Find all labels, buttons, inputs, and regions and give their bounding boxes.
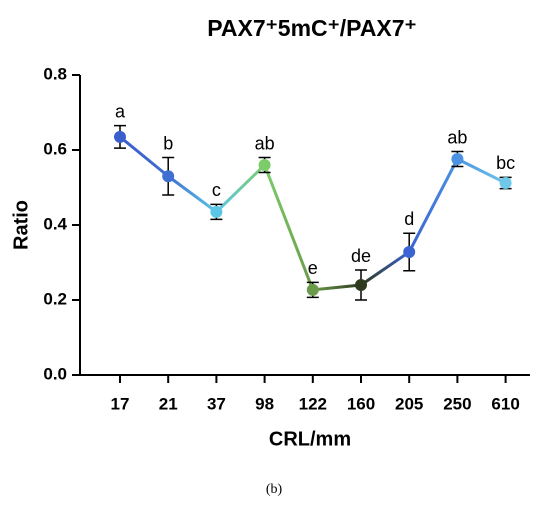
line-segment [360,250,411,287]
x-tick-label: 250 [443,394,471,413]
point [499,177,512,189]
x-tick-label: 205 [395,394,423,413]
line-segment [312,283,362,292]
line-segment [407,158,459,253]
value-label: bc [496,153,515,173]
line-segment [167,175,218,214]
y-tick-label: 0.6 [43,139,67,158]
point [451,153,464,165]
value-label: b [163,133,173,153]
chart-title: PAX7⁺5mC⁺/PAX7⁺ [207,15,416,41]
x-tick-label: 17 [111,394,130,413]
caption: (b) [266,482,283,497]
value-label: ab [255,133,275,153]
y-tick-label: 0.0 [43,364,67,383]
line-segment [263,164,315,291]
value-label: d [404,209,414,229]
y-tick-label: 0.2 [43,289,67,308]
x-tick-label: 122 [299,394,327,413]
point [162,170,175,183]
y-tick-label: 0.8 [43,64,67,83]
value-label: de [351,246,371,266]
y-tick-label: 0.4 [43,214,67,233]
x-axis-title: CRL/mm [269,428,351,450]
x-tick-label: 37 [207,394,226,413]
value-label: ab [447,127,467,147]
x-tick-label: 610 [491,394,519,413]
x-tick-label: 21 [159,394,178,413]
y-axis-title: Ratio [10,200,32,250]
line-segment [456,157,507,185]
value-label: c [212,180,221,200]
value-label: e [308,258,318,278]
x-tick-label: 160 [347,394,375,413]
line-segment [215,163,266,213]
point [258,159,271,171]
point [210,205,223,218]
x-tick-label: 98 [255,394,274,413]
point [403,246,416,258]
point [306,283,319,296]
point [355,279,367,291]
value-label: a [115,101,126,121]
point [114,130,126,143]
line-segment [119,135,170,178]
